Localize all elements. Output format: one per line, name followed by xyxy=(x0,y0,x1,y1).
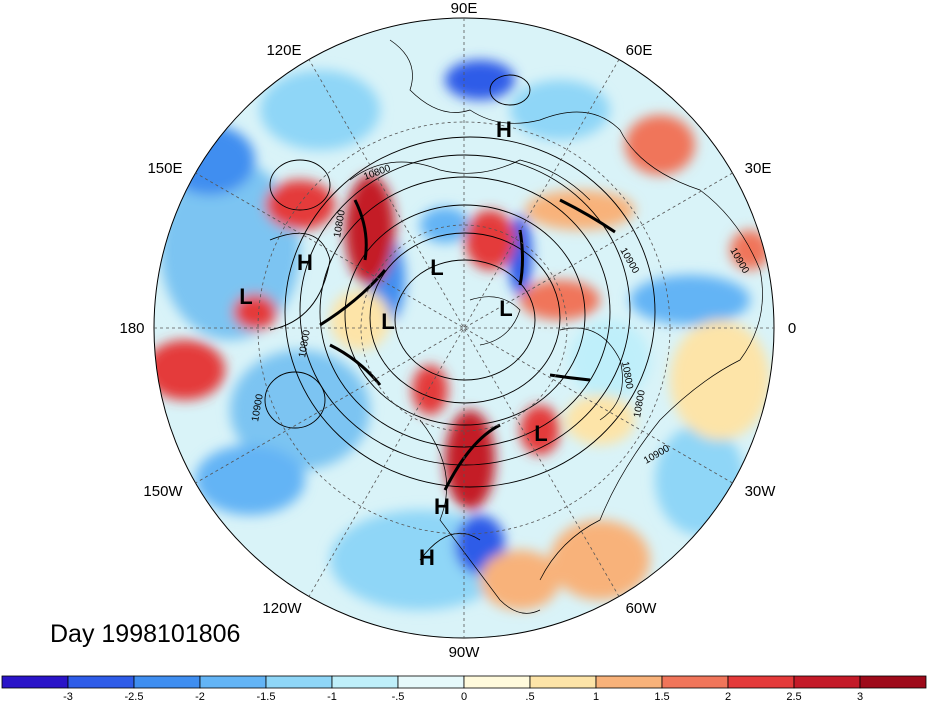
lon-label: 90W xyxy=(449,644,481,661)
lon-label: 60W xyxy=(626,600,658,617)
colorbar-box xyxy=(859,675,927,689)
colorbar-tick-label: -2 xyxy=(195,691,205,702)
colorbar-box xyxy=(661,675,729,689)
colorbar-tick-label: 1.5 xyxy=(654,691,669,702)
colorbar-box xyxy=(1,675,69,689)
colorbar-tick-label: .5 xyxy=(525,691,534,702)
colorbar-box xyxy=(793,675,861,689)
colorbar-tick-label: -1 xyxy=(327,691,337,702)
low-pressure-marker: L xyxy=(534,421,547,446)
colorbar-tick-label: 1 xyxy=(593,691,599,702)
map-title: Day 1998101806 xyxy=(50,620,241,648)
height-contours xyxy=(264,74,656,561)
colorbar-tick-label: -3 xyxy=(63,691,73,702)
coastlines xyxy=(349,39,763,614)
pressure-systems: H H L L L L L H H xyxy=(239,117,547,570)
high-pressure-marker: H xyxy=(297,250,313,275)
colorbar-box xyxy=(463,675,531,689)
colorbar-tick-label: -.5 xyxy=(392,691,405,702)
contour-label: 10800 xyxy=(619,361,635,391)
colorbar-box xyxy=(199,675,267,689)
contour-label: 10800 xyxy=(632,389,648,419)
longitude-labels: 90E 60E 30E 0 30W 60W 90W 120W 150W 180 … xyxy=(119,0,796,661)
colorbar-boxes xyxy=(1,675,927,689)
colorbar-tick-label: 2 xyxy=(725,691,731,702)
lon-label: 30E xyxy=(745,160,772,177)
low-pressure-marker: L xyxy=(239,284,252,309)
lon-label: 90E xyxy=(451,0,478,17)
colorbar: -3 -2.5 -2 -1.5 -1 -.5 0 .5 1 1.5 2 2.5 3 xyxy=(1,675,927,702)
low-pressure-marker: L xyxy=(381,309,394,334)
colorbar-box xyxy=(529,675,597,689)
lon-label: 150E xyxy=(147,160,182,177)
colorbar-box xyxy=(265,675,333,689)
colorbar-ticks: -3 -2.5 -2 -1.5 -1 -.5 0 .5 1 1.5 2 2.5 3 xyxy=(63,691,863,702)
colorbar-tick-label: -1.5 xyxy=(257,691,276,702)
strong-contours xyxy=(319,198,616,491)
colorbar-box xyxy=(133,675,201,689)
low-pressure-marker: L xyxy=(430,255,443,280)
colorbar-box xyxy=(727,675,795,689)
polar-stereographic-map: 90E 60E 30E 0 30W 60W 90W 120W 150W 180 … xyxy=(119,0,796,661)
high-pressure-marker: H xyxy=(419,545,435,570)
high-pressure-marker: H xyxy=(496,117,512,142)
colorbar-tick-label: 2.5 xyxy=(786,691,801,702)
colorbar-box xyxy=(397,675,465,689)
colorbar-tick-label: 3 xyxy=(857,691,863,702)
colorbar-tick-label: -2.5 xyxy=(125,691,144,702)
graticule xyxy=(154,18,774,638)
colorbar-box xyxy=(67,675,135,689)
lon-label: 120E xyxy=(266,42,301,59)
contour-label: 10800 xyxy=(297,329,313,359)
lon-label: 60E xyxy=(626,42,653,59)
lon-label: 180 xyxy=(119,320,144,337)
lon-label: 150W xyxy=(143,483,183,500)
lon-label: 0 xyxy=(788,320,796,337)
colorbar-box xyxy=(331,675,399,689)
low-pressure-marker: L xyxy=(499,296,512,321)
lon-label: 30W xyxy=(745,483,777,500)
contour-label: 10800 xyxy=(332,209,348,239)
lon-label: 120W xyxy=(262,600,302,617)
colorbar-tick-label: 0 xyxy=(461,691,467,702)
colorbar-box xyxy=(595,675,663,689)
high-pressure-marker: H xyxy=(434,494,450,519)
contour-label: 10900 xyxy=(250,393,266,423)
